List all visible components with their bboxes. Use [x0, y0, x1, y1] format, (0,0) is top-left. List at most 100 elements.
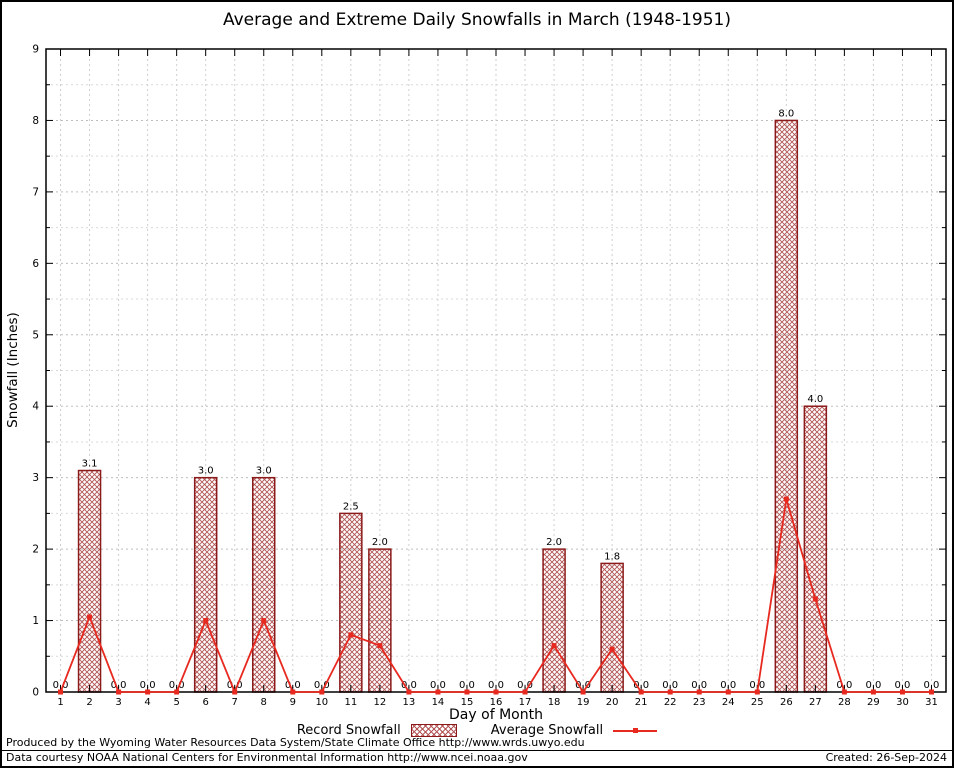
bar-day-2	[77, 469, 102, 693]
svg-text:23: 23	[693, 697, 706, 708]
bar-label-day-30: 0.0	[894, 680, 910, 691]
avg-point-day-24	[725, 689, 731, 695]
svg-text:13: 13	[403, 697, 416, 708]
svg-text:16: 16	[490, 697, 503, 708]
bar-day-11	[339, 512, 363, 693]
avg-point-day-13	[406, 689, 412, 695]
bar-label-day-8: 3.0	[256, 466, 272, 477]
avg-point-day-8	[261, 618, 267, 624]
avg-point-day-25	[754, 689, 760, 695]
svg-text:0: 0	[32, 687, 39, 699]
footer-divider	[2, 750, 952, 751]
avg-point-day-17	[522, 689, 528, 695]
svg-text:22: 22	[664, 697, 677, 708]
svg-text:9: 9	[290, 697, 296, 708]
avg-point-day-4	[145, 689, 151, 695]
svg-text:6: 6	[202, 697, 208, 708]
avg-point-day-29	[870, 689, 876, 695]
avg-point-day-12	[377, 643, 383, 649]
bar-label-day-27: 4.0	[807, 394, 823, 405]
avg-point-day-22	[667, 689, 673, 695]
svg-text:21: 21	[635, 697, 648, 708]
bar-label-day-22: 0.0	[662, 680, 678, 691]
svg-text:8: 8	[261, 697, 267, 708]
avg-point-day-27	[812, 596, 818, 602]
bar-label-day-20: 1.8	[604, 551, 620, 562]
avg-point-day-30	[899, 689, 905, 695]
svg-text:18: 18	[548, 697, 561, 708]
bar-label-day-5: 0.0	[169, 680, 185, 691]
svg-text:2: 2	[32, 544, 39, 556]
bar-label-day-3: 0.0	[111, 680, 127, 691]
svg-text:17: 17	[519, 697, 532, 708]
svg-text:8: 8	[32, 115, 39, 127]
average-snowfall-line	[58, 496, 934, 695]
legend: Record Snowfall Average Snowfall	[2, 723, 952, 738]
y-axis-label: Snowfall (Inches)	[5, 312, 21, 428]
bar-label-day-23: 0.0	[691, 680, 707, 691]
bar-day-6	[193, 476, 218, 693]
svg-text:6: 6	[32, 258, 39, 270]
avg-point-day-21	[638, 689, 644, 695]
average-snowfall-swatch-icon	[613, 724, 658, 737]
created-date: Created: 26-Sep-2024	[825, 751, 947, 764]
avg-point-day-28	[841, 689, 847, 695]
svg-text:9: 9	[32, 44, 39, 56]
svg-text:2: 2	[86, 697, 92, 708]
svg-text:1: 1	[57, 697, 63, 708]
svg-text:1: 1	[32, 615, 39, 627]
bar-label-day-7: 0.0	[227, 680, 243, 691]
svg-text:28: 28	[838, 697, 851, 708]
footer-data-courtesy: Data courtesy NOAA National Centers for …	[6, 751, 528, 764]
bar-label-day-9: 0.0	[285, 680, 301, 691]
svg-text:5: 5	[32, 329, 39, 341]
bar-label-day-25: 0.0	[749, 680, 765, 691]
bar-day-20	[600, 562, 624, 693]
svg-text:26: 26	[780, 697, 793, 708]
bar-day-18	[542, 548, 566, 693]
avg-point-day-14	[435, 689, 441, 695]
bar-label-day-31: 0.0	[924, 680, 940, 691]
svg-text:3: 3	[32, 472, 39, 484]
avg-point-day-20	[609, 646, 615, 652]
bar-label-day-10: 0.0	[314, 680, 330, 691]
svg-text:14: 14	[432, 697, 445, 708]
legend-label-record: Record Snowfall	[296, 723, 401, 738]
avg-point-day-15	[464, 689, 470, 695]
bar-value-labels: 0.0 3.1 0.0 0.0 0.0 3.0 0.0 3.0 0.0 0.0 2.5 2.0 0.0 0…	[53, 108, 940, 691]
legend-item-average-snowfall: Average Snowfall	[491, 723, 658, 738]
bar-day-26	[774, 119, 799, 693]
bar-day-12	[368, 548, 392, 693]
svg-text:4: 4	[32, 401, 39, 413]
record-snowfall-swatch-icon	[410, 724, 457, 737]
svg-text:7: 7	[232, 697, 238, 708]
bar-label-day-28: 0.0	[836, 680, 852, 691]
bar-label-day-11: 2.5	[343, 501, 359, 512]
svg-text:4: 4	[144, 697, 150, 708]
avg-point-day-23	[696, 689, 702, 695]
avg-point-day-11	[348, 632, 354, 638]
svg-text:12: 12	[374, 697, 387, 708]
svg-text:29: 29	[867, 697, 880, 708]
bar-label-day-2: 3.1	[82, 459, 98, 470]
bar-label-day-15: 0.0	[459, 680, 475, 691]
bar-label-day-1: 0.0	[53, 680, 69, 691]
avg-point-day-9	[290, 689, 296, 695]
bar-label-day-21: 0.0	[633, 680, 649, 691]
bar-label-day-29: 0.0	[865, 680, 881, 691]
svg-text:30: 30	[896, 697, 909, 708]
svg-text:20: 20	[606, 697, 619, 708]
svg-text:3: 3	[115, 697, 121, 708]
svg-text:31: 31	[925, 697, 938, 708]
svg-text:25: 25	[751, 697, 764, 708]
bar-label-day-12: 2.0	[372, 537, 388, 548]
avg-point-day-18	[551, 643, 557, 649]
bar-day-27	[803, 405, 828, 693]
avg-point-day-7	[232, 689, 238, 695]
bar-label-day-26: 8.0	[778, 108, 794, 119]
bar-day-8	[251, 476, 276, 693]
svg-text:24: 24	[722, 697, 735, 708]
svg-text:19: 19	[577, 697, 590, 708]
